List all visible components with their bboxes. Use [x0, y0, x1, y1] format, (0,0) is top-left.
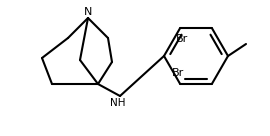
- Text: N: N: [84, 7, 92, 17]
- Text: NH: NH: [110, 98, 126, 108]
- Text: Br: Br: [176, 34, 188, 44]
- Text: Br: Br: [172, 68, 184, 78]
